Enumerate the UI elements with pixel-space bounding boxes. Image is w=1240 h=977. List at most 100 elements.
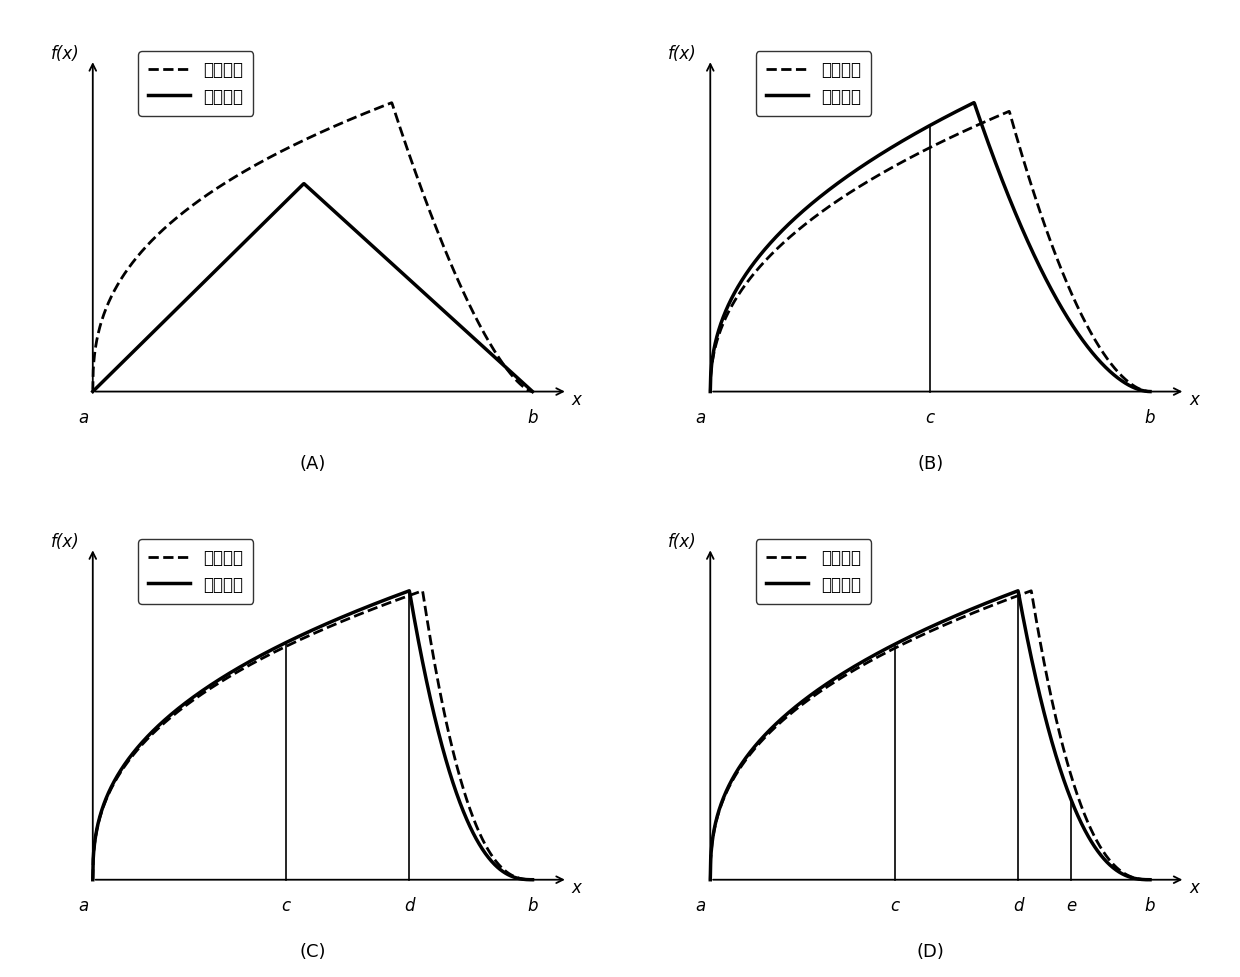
Text: f(x): f(x) <box>51 45 79 63</box>
Text: c: c <box>890 897 899 914</box>
Line: 积分函数: 积分函数 <box>93 591 532 879</box>
原始函数 <box>436 241 451 253</box>
Legend: 原始函数, 积分函数: 原始函数, 积分函数 <box>756 539 870 604</box>
积分函数 <box>525 386 539 398</box>
Text: b: b <box>527 897 538 914</box>
Line: 积分函数: 积分函数 <box>711 591 1149 879</box>
Text: a: a <box>696 408 706 427</box>
积分函数 <box>897 134 911 146</box>
Text: x: x <box>572 879 582 898</box>
积分函数 <box>525 873 539 885</box>
Line: 原始函数: 原始函数 <box>711 591 1149 879</box>
原始函数 <box>436 706 451 718</box>
原始函数 <box>1054 264 1069 276</box>
积分函数 <box>966 97 981 108</box>
原始函数 <box>415 585 430 597</box>
积分函数 <box>436 747 451 759</box>
积分函数 <box>1006 200 1021 212</box>
积分函数 <box>1004 587 1019 599</box>
Text: f(x): f(x) <box>51 532 79 551</box>
积分函数 <box>436 305 451 317</box>
Legend: 原始函数, 积分函数: 原始函数, 积分函数 <box>756 51 870 115</box>
Text: a: a <box>696 897 706 914</box>
原始函数 <box>880 164 895 176</box>
Text: (C): (C) <box>299 943 326 961</box>
Text: (B): (B) <box>918 455 944 473</box>
原始函数 <box>1142 873 1157 885</box>
积分函数 <box>402 585 417 597</box>
积分函数 <box>897 634 911 646</box>
原始函数 <box>130 743 145 755</box>
Line: 原始函数: 原始函数 <box>711 111 1149 392</box>
Text: b: b <box>1145 897 1156 914</box>
Text: f(x): f(x) <box>668 45 697 63</box>
Text: b: b <box>1145 408 1156 427</box>
积分函数 <box>1047 288 1061 300</box>
积分函数 <box>130 742 145 753</box>
积分函数 <box>130 341 145 353</box>
原始函数 <box>388 107 403 119</box>
积分函数 <box>263 645 278 657</box>
积分函数 <box>86 873 100 885</box>
Legend: 原始函数, 积分函数: 原始函数, 积分函数 <box>139 539 253 604</box>
积分函数 <box>387 590 402 602</box>
原始函数 <box>263 151 278 163</box>
Text: x: x <box>1189 391 1199 409</box>
积分函数 <box>1142 386 1157 398</box>
原始函数 <box>1024 585 1039 597</box>
原始函数 <box>1006 117 1021 129</box>
积分函数 <box>429 717 444 729</box>
积分函数 <box>1054 767 1069 779</box>
原始函数 <box>279 143 294 154</box>
Line: 积分函数: 积分函数 <box>93 184 532 392</box>
原始函数 <box>1004 592 1019 604</box>
积分函数 <box>86 386 100 398</box>
Text: x: x <box>572 391 582 409</box>
原始函数 <box>525 386 539 398</box>
原始函数 <box>897 155 911 167</box>
原始函数 <box>86 873 100 885</box>
Text: e: e <box>1065 897 1076 914</box>
原始函数 <box>703 386 718 398</box>
原始函数 <box>130 250 145 262</box>
原始函数 <box>263 648 278 659</box>
积分函数 <box>296 178 311 190</box>
Text: (D): (D) <box>916 943 944 961</box>
Text: a: a <box>78 408 88 427</box>
Text: (A): (A) <box>300 455 326 473</box>
积分函数 <box>880 642 895 654</box>
积分函数 <box>748 740 763 751</box>
原始函数 <box>1002 106 1017 117</box>
Text: f(x): f(x) <box>668 532 697 551</box>
原始函数 <box>387 595 402 607</box>
原始函数 <box>897 638 911 650</box>
Legend: 原始函数, 积分函数: 原始函数, 积分函数 <box>139 51 253 115</box>
原始函数 <box>525 873 539 885</box>
Text: d: d <box>404 897 414 914</box>
原始函数 <box>748 267 763 278</box>
原始函数 <box>279 640 294 652</box>
原始函数 <box>384 97 399 108</box>
积分函数 <box>1142 873 1157 885</box>
积分函数 <box>388 261 403 273</box>
Text: c: c <box>925 408 935 427</box>
原始函数 <box>703 873 718 885</box>
积分函数 <box>1047 742 1061 753</box>
积分函数 <box>703 386 718 398</box>
积分函数 <box>263 210 278 222</box>
积分函数 <box>1011 585 1025 597</box>
原始函数 <box>748 743 763 754</box>
Text: c: c <box>281 897 291 914</box>
Text: b: b <box>527 408 538 427</box>
积分函数 <box>429 298 444 310</box>
原始函数 <box>1054 736 1069 747</box>
原始函数 <box>880 646 895 658</box>
Text: a: a <box>78 897 88 914</box>
原始函数 <box>86 386 100 398</box>
积分函数 <box>748 255 763 267</box>
积分函数 <box>880 144 895 155</box>
Line: 原始函数: 原始函数 <box>93 591 532 879</box>
积分函数 <box>1054 302 1069 314</box>
Line: 原始函数: 原始函数 <box>93 103 532 392</box>
原始函数 <box>1047 244 1061 256</box>
